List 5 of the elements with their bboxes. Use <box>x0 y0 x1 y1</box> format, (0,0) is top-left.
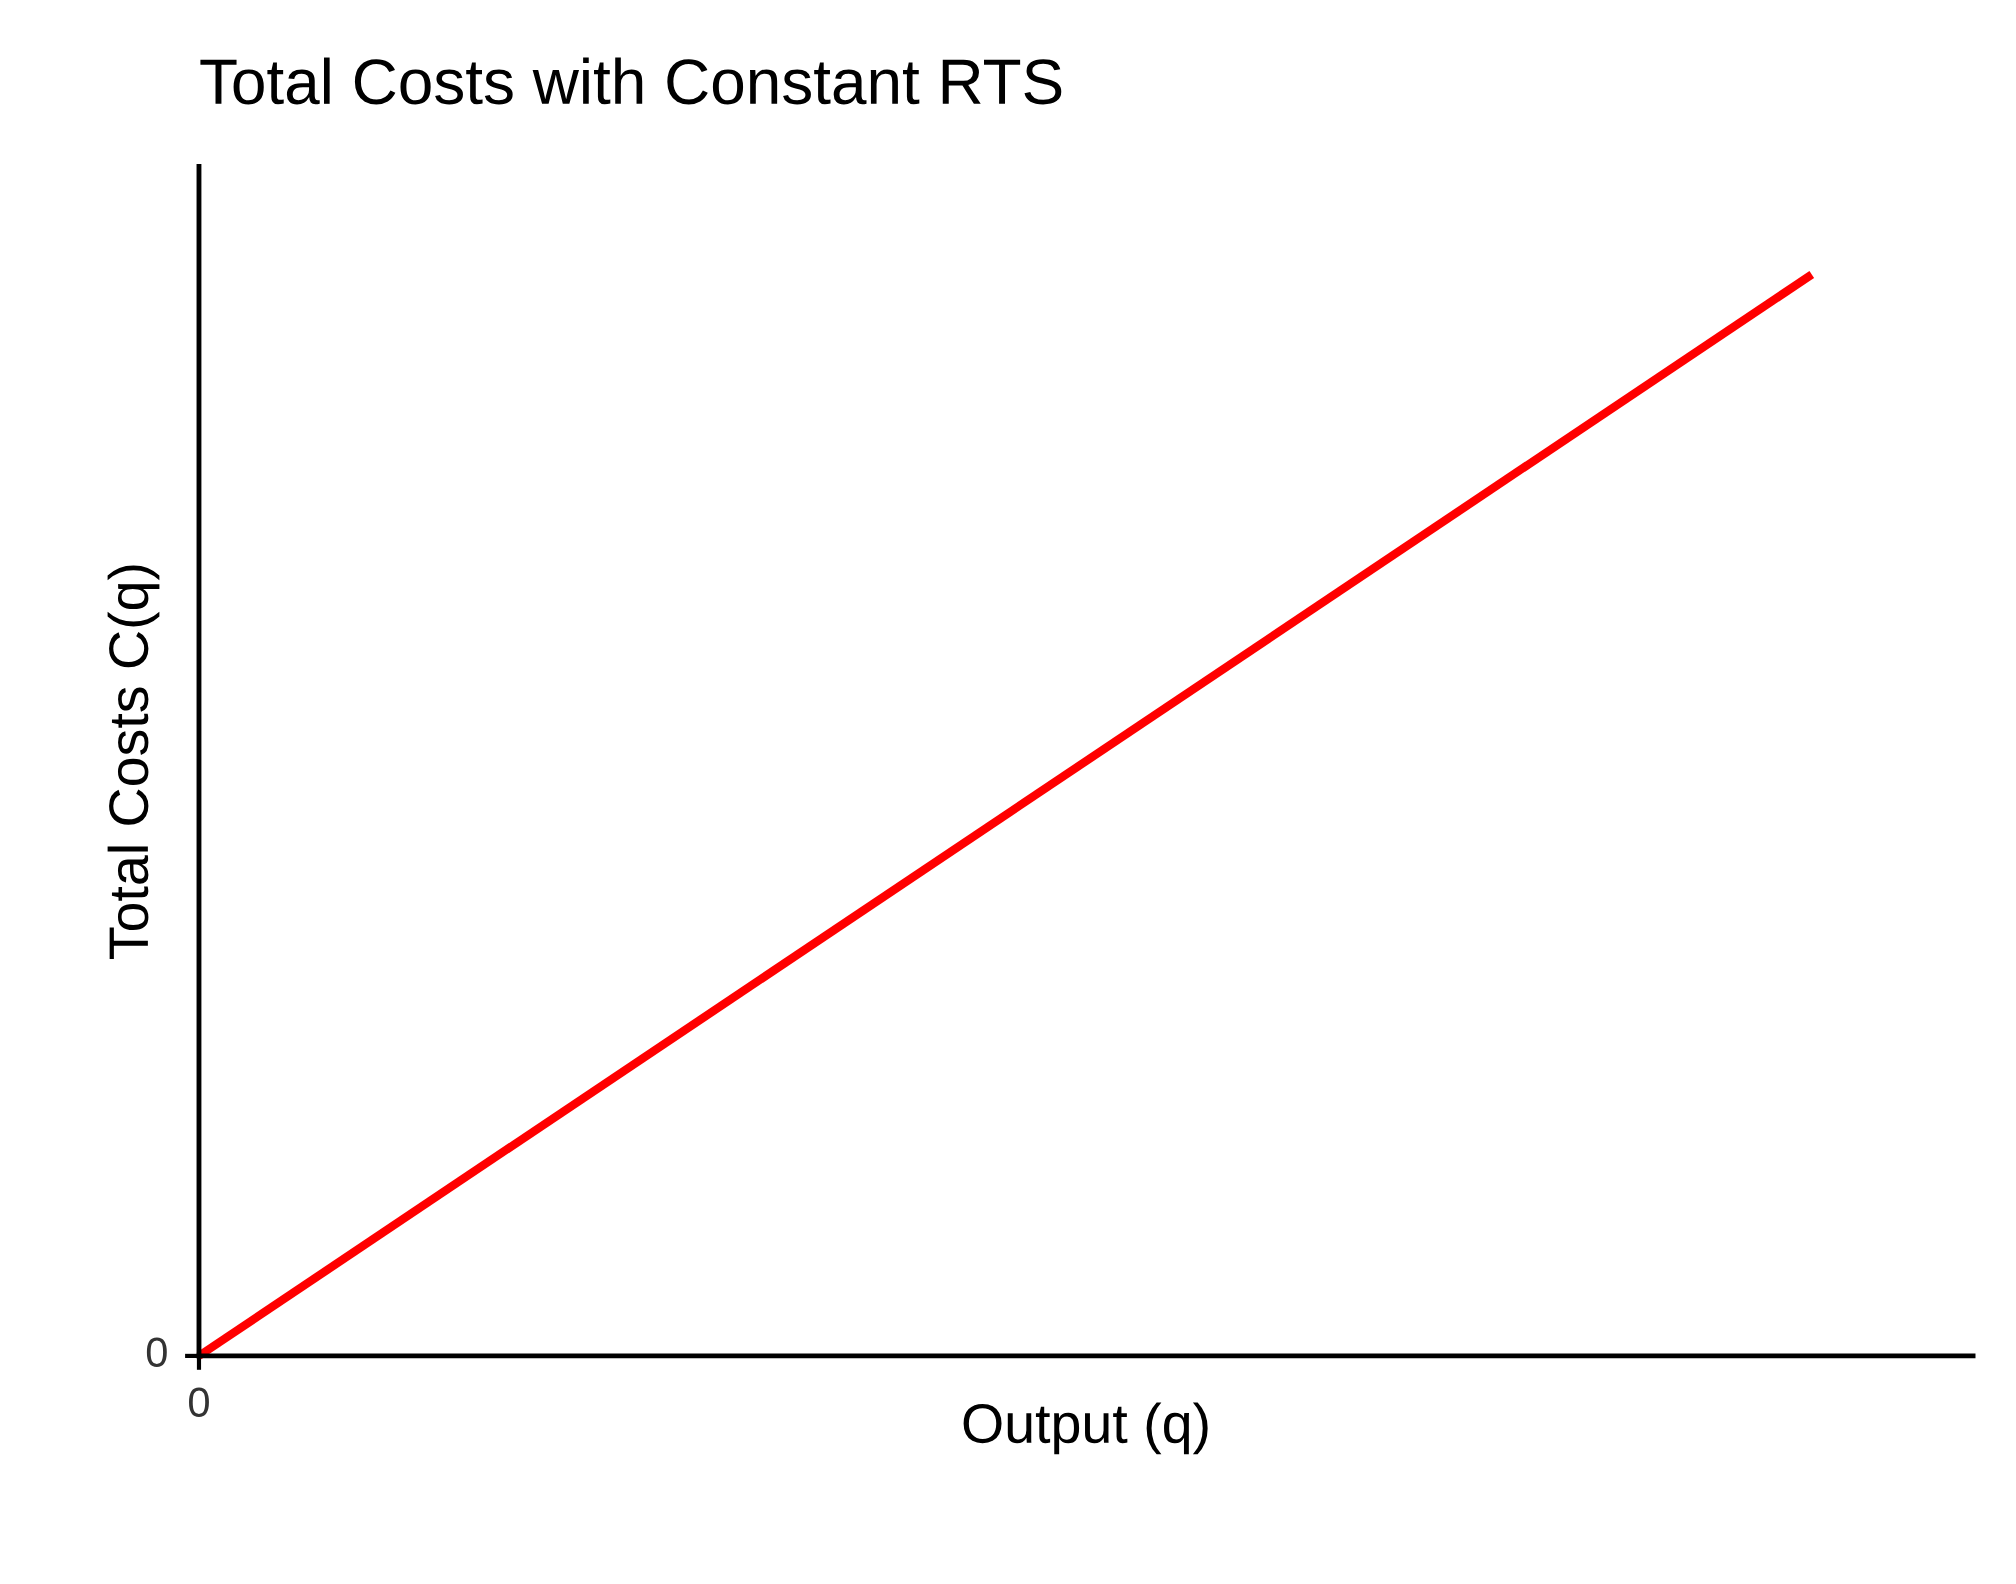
chart-title: Total Costs with Constant RTS <box>200 57 1062 105</box>
text: 0 <box>189 1387 209 1418</box>
x-axis-title: Output (q) <box>963 1402 1208 1455</box>
y-axis-title: Total Costs C(q) <box>107 565 160 959</box>
annotation: 0 <box>146 1337 167 1368</box>
